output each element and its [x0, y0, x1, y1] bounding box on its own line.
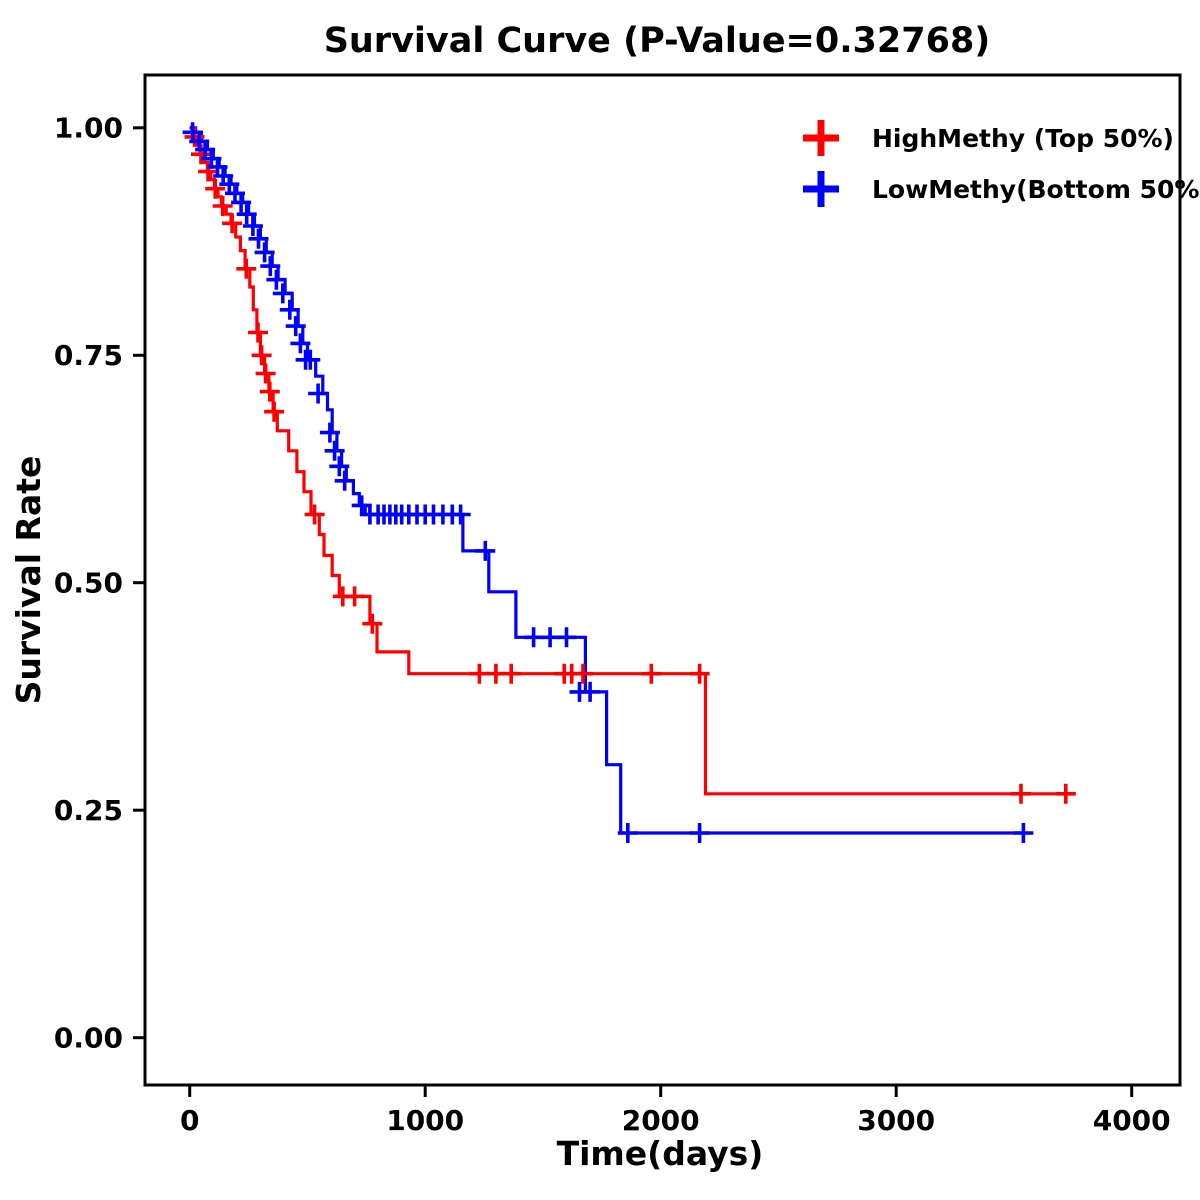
- x-tick-label: 4000: [1093, 1104, 1171, 1137]
- y-axis-label: Survival Rate: [9, 456, 48, 705]
- censor-mark: [260, 256, 281, 277]
- censor-mark: [344, 586, 365, 607]
- highmethy-plus-marker: [803, 120, 839, 156]
- censor-mark: [641, 663, 662, 684]
- censor-mark: [689, 663, 710, 684]
- censor-mark: [264, 401, 285, 422]
- survival-step-line: [189, 126, 1071, 796]
- censor-mark: [236, 204, 257, 225]
- censor-mark: [254, 242, 275, 263]
- censor-mark: [334, 470, 355, 491]
- y-tick-label: 1.00: [54, 112, 123, 145]
- chart-title: Survival Curve (P-Value=0.32768): [324, 21, 991, 61]
- censor-mark: [362, 613, 383, 634]
- censor-mark: [556, 627, 577, 648]
- survival-curves: [189, 126, 1071, 835]
- censor-mark: [1011, 783, 1031, 804]
- y-tick-label: 0.00: [54, 1022, 123, 1055]
- censor-marks: [182, 122, 1076, 843]
- censor-mark: [205, 178, 226, 199]
- censor-mark: [198, 161, 219, 182]
- plot-border: [143, 73, 1182, 1087]
- censor-mark: [308, 383, 329, 404]
- censor-mark: [329, 456, 350, 477]
- censor-mark: [475, 540, 496, 561]
- censor-mark: [212, 196, 233, 216]
- axis-ticks: 0 1000 2000 3000 4000 0.00 0.25 0.50 0.75 1.00: [54, 112, 1171, 1137]
- x-tick-label: 2000: [622, 1104, 700, 1137]
- censor-mark: [285, 316, 306, 337]
- x-tick-label: 3000: [857, 1104, 935, 1137]
- censor-mark: [255, 363, 276, 384]
- censor-mark: [300, 349, 321, 370]
- y-tick-label: 0.50: [54, 567, 123, 600]
- censor-mark: [236, 258, 257, 279]
- censor-mark: [304, 504, 325, 525]
- censor-mark: [1013, 823, 1034, 843]
- y-tick-label: 0.75: [54, 339, 123, 372]
- censor-mark: [573, 663, 593, 684]
- censor-mark: [689, 823, 710, 843]
- censor-mark: [324, 440, 345, 461]
- lowmethy-plus-marker: [803, 171, 839, 207]
- censor-mark: [259, 381, 280, 402]
- censor-mark: [290, 333, 311, 354]
- legend: HighMethy (Top 50%) LowMethy(Bottom 50%): [803, 120, 1200, 207]
- censor-mark: [450, 504, 471, 525]
- censor-mark: [580, 681, 601, 702]
- censor-mark: [501, 663, 522, 684]
- censor-mark: [248, 228, 269, 249]
- y-tick-label: 0.25: [54, 794, 123, 827]
- x-tick-label: 1000: [386, 1104, 464, 1137]
- legend-label-lowmethy: LowMethy(Bottom 50%): [872, 175, 1200, 204]
- censor-mark: [279, 299, 300, 320]
- censor-mark: [231, 192, 252, 213]
- legend-label-highmethy: HighMethy (Top 50%): [872, 124, 1174, 153]
- censor-mark: [617, 823, 638, 843]
- censor-mark: [272, 283, 293, 304]
- censor-mark: [222, 213, 243, 234]
- censor-mark: [248, 322, 268, 343]
- censor-mark: [266, 269, 287, 290]
- legend-entry-highmethy: HighMethy (Top 50%): [803, 120, 1174, 156]
- x-axis-label: Time(days): [557, 1134, 764, 1173]
- censor-mark: [319, 422, 340, 443]
- censor-mark: [251, 345, 272, 366]
- censor-mark: [242, 216, 263, 236]
- x-tick-label: 0: [180, 1104, 199, 1137]
- censor-mark: [1055, 783, 1076, 804]
- censor-mark: [184, 126, 205, 147]
- survival-step-line: [189, 126, 1024, 835]
- legend-entry-lowmethy: LowMethy(Bottom 50%): [803, 171, 1200, 207]
